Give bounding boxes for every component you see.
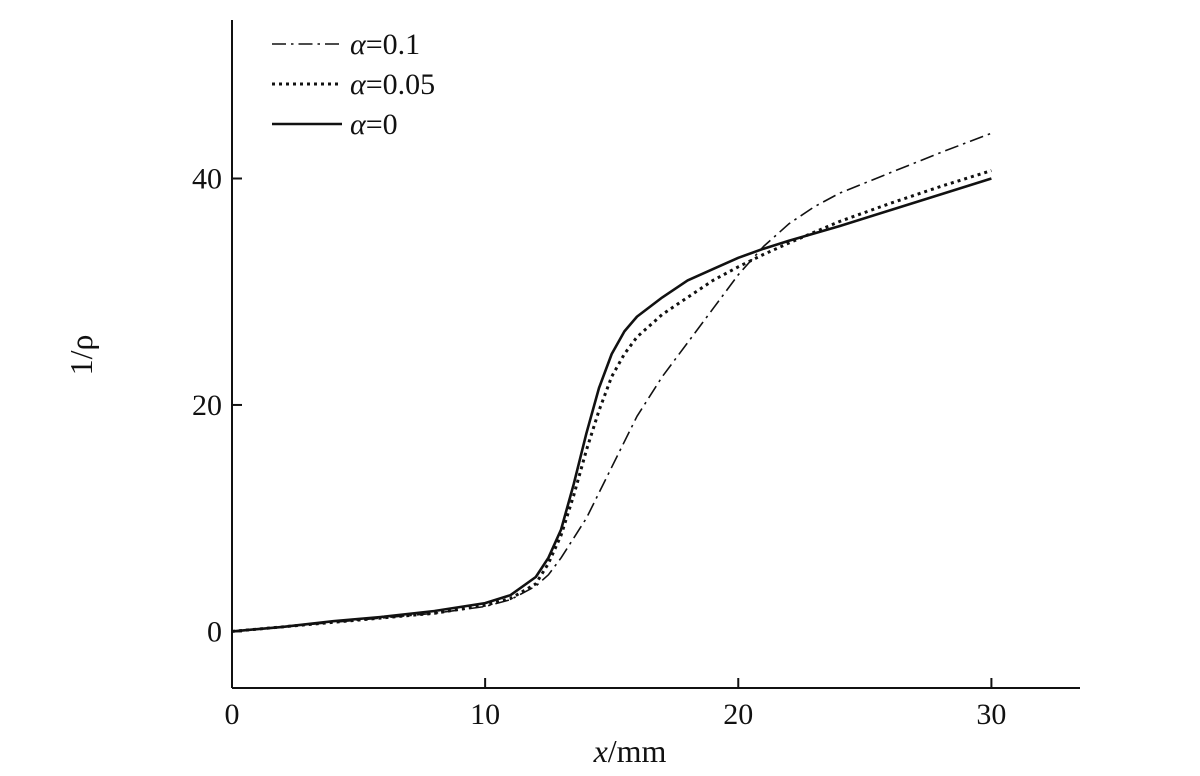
tick-marks: 0 10 20 30 0 20 40 [192,163,1006,731]
axes [231,20,1080,689]
series-layer [231,132,992,633]
legend-label: α=0 [350,108,398,141]
x-axis-label-variable: x [593,733,608,769]
legend-label-variable: α [350,28,367,61]
x-axis-label: x/mm [593,733,667,769]
legend-label-value: =0 [366,108,398,141]
y-tick-label: 0 [207,615,222,648]
series-line-dotted [231,169,992,633]
legend-label: α=0.1 [350,28,420,61]
legend-label-variable: α [350,108,367,141]
y-axis-label: 1/ρ [63,335,99,376]
x-tick-label: 30 [976,698,1006,731]
legend-label-value: =0.1 [366,28,420,61]
legend-label-value: =0.05 [366,68,435,101]
x-axis-label-unit: /mm [608,733,667,769]
y-tick-label: 40 [192,163,222,196]
legend-label: α=0.05 [350,68,435,101]
x-tick-label: 20 [723,698,753,731]
x-tick-label: 10 [470,698,500,731]
legend: α=0.1α=0.05α=0 [272,28,435,141]
series-line-dashdot [231,132,992,633]
y-tick-label: 20 [192,389,222,422]
series-line-solid [231,177,992,633]
legend-label-variable: α [350,68,367,101]
x-tick-label: 0 [225,698,240,731]
